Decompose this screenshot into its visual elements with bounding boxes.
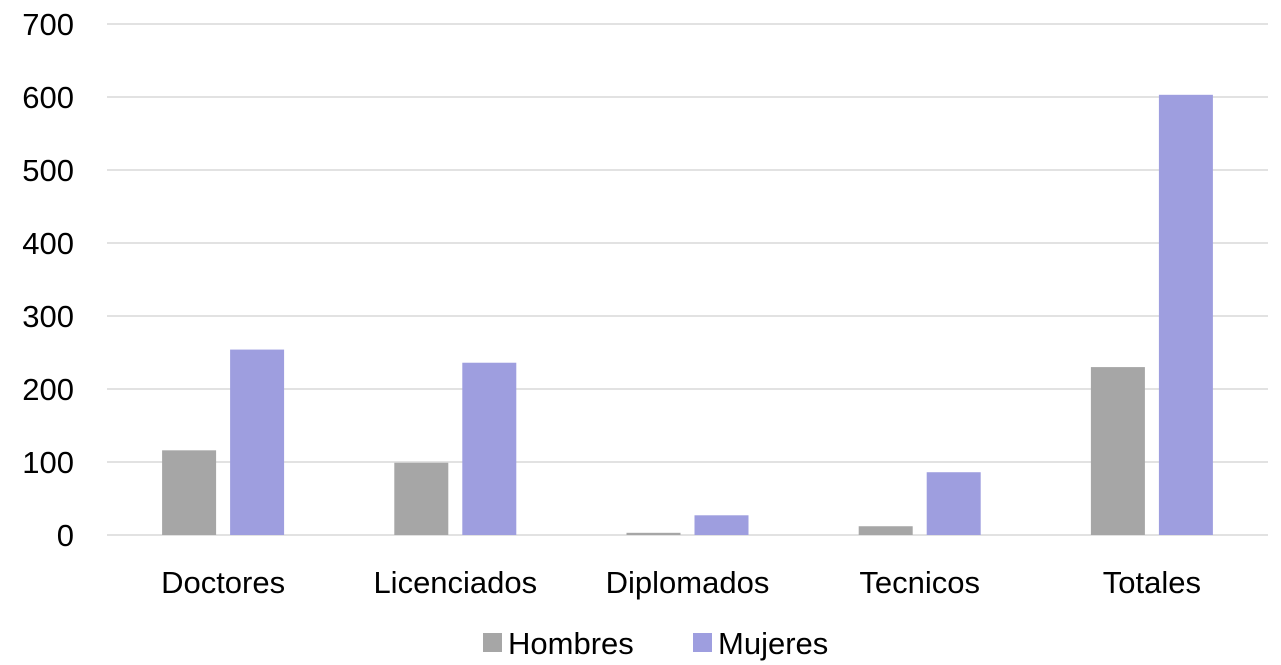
y-tick-label: 600 <box>22 80 74 115</box>
legend-swatch-hombres <box>483 633 502 652</box>
y-tick-label: 700 <box>22 7 74 42</box>
bar-hombres-totales <box>1090 367 1145 535</box>
bar-hombres-licenciados <box>394 462 449 535</box>
y-axis: 0 100 200 300 400 500 600 700 <box>22 7 74 553</box>
y-tick-label: 0 <box>57 518 74 553</box>
legend-swatch-mujeres <box>693 633 712 652</box>
bar-mujeres-totales <box>1158 94 1213 535</box>
bar-hombres-doctores <box>162 450 217 535</box>
y-tick-label: 500 <box>22 153 74 188</box>
y-tick-label: 200 <box>22 372 74 407</box>
x-tick-label: Diplomados <box>606 565 770 600</box>
legend-label-mujeres: Mujeres <box>718 626 828 661</box>
bar-mujeres-diplomados <box>694 515 749 535</box>
x-tick-label: Tecnicos <box>859 565 980 600</box>
bar-mujeres-doctores <box>230 349 285 535</box>
gridlines <box>107 23 1268 536</box>
y-tick-label: 400 <box>22 226 74 261</box>
bar-mujeres-tecnicos <box>926 472 981 535</box>
x-tick-label: Licenciados <box>373 565 537 600</box>
bar-hombres-tecnicos <box>858 526 913 535</box>
y-tick-label: 100 <box>22 445 74 480</box>
legend-label-hombres: Hombres <box>508 626 634 661</box>
bar-mujeres-licenciados <box>462 362 517 535</box>
bar-hombres-diplomados <box>626 532 681 535</box>
bars <box>162 94 1213 535</box>
legend: Hombres Mujeres <box>483 626 828 661</box>
y-tick-label: 300 <box>22 299 74 334</box>
x-axis: Doctores Licenciados Diplomados Tecnicos Tot… <box>161 565 1201 600</box>
x-tick-label: Totales <box>1103 565 1201 600</box>
x-tick-label: Doctores <box>161 565 285 600</box>
